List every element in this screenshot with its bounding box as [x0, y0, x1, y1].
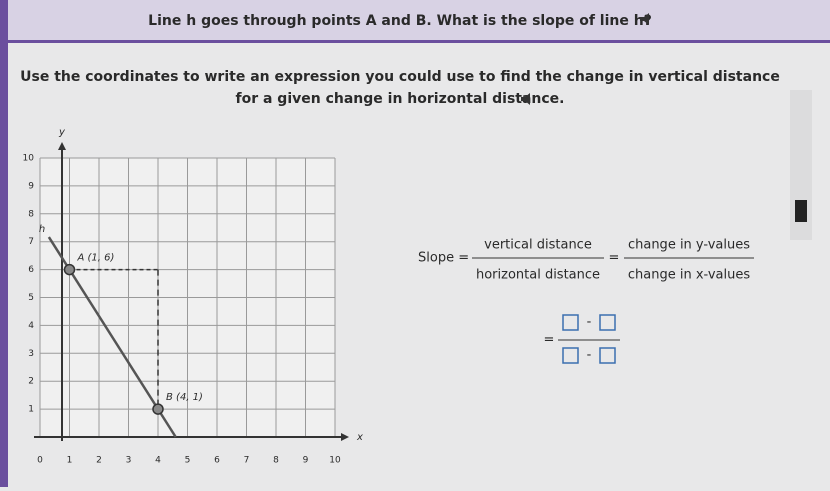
y-tick-label: 7 [28, 237, 34, 247]
x-tick-label: 5 [185, 456, 191, 466]
x-axis-label: x [356, 432, 363, 443]
y-axis-label: y [58, 127, 66, 138]
input-box[interactable] [599, 314, 616, 331]
x-tick-label: 1 [67, 456, 73, 466]
numerator: change in y-values [628, 238, 750, 253]
scrollbar-thumb[interactable] [795, 200, 807, 222]
graph: 0 1 2 3 4 5 6 7 8 9 10 1 2 3 4 5 6 7 8 9 10 x y h A (1, 6) B (4, … [23, 127, 363, 466]
numerator: vertical distance [484, 238, 592, 253]
axis-arrow [58, 142, 66, 150]
slope-label: Slope = [418, 251, 469, 266]
input-box[interactable] [562, 347, 579, 364]
question-title: Line h goes through points A and B. What… [148, 13, 652, 29]
x-tick-label: 6 [214, 456, 220, 466]
denominator: horizontal distance [476, 268, 600, 283]
operator: - [587, 348, 592, 363]
x-tick-label: 4 [155, 456, 161, 466]
audio-icon[interactable] [640, 13, 649, 25]
y-tick-label: 10 [23, 154, 35, 164]
point [63, 263, 76, 276]
y-tick-label: 4 [28, 321, 34, 331]
y-tick-label: 2 [28, 377, 34, 387]
formula: Slope = vertical distance horizontal dis… [418, 238, 754, 364]
header-bar [0, 0, 830, 42]
y-tick-label: 6 [28, 265, 34, 275]
equals: = [544, 333, 555, 348]
point-label: A (1, 6) [77, 253, 115, 264]
left-strip [0, 0, 8, 487]
point-label: B (4, 1) [166, 392, 203, 403]
x-tick-label: 2 [96, 456, 102, 466]
y-tick-label: 1 [28, 405, 34, 415]
axis-arrow [341, 433, 349, 441]
denominator: change in x-values [628, 268, 751, 283]
point [152, 403, 164, 415]
y-tick-label: 5 [28, 293, 34, 303]
y-tick-label: 8 [28, 209, 34, 219]
operator: - [587, 315, 592, 330]
instruction: Use the coordinates to write an expressi… [20, 69, 780, 107]
header-border [0, 40, 830, 43]
input-box[interactable] [562, 314, 579, 331]
y-tick-label: 9 [28, 181, 34, 191]
x-tick-label: 7 [244, 456, 250, 466]
x-tick-label: 0 [37, 456, 43, 466]
x-tick-label: 9 [303, 456, 309, 466]
instruction-box: Use the coordinates to write an expressi… [20, 69, 780, 107]
line-label: h [39, 224, 45, 235]
y-tick-label: 3 [28, 349, 34, 359]
x-tick-label: 10 [329, 456, 341, 466]
x-tick-label: 3 [126, 456, 132, 466]
x-tick-label: 8 [273, 456, 279, 466]
audio-icon[interactable] [521, 93, 530, 105]
equals: = [609, 251, 620, 266]
input-box[interactable] [599, 347, 616, 364]
